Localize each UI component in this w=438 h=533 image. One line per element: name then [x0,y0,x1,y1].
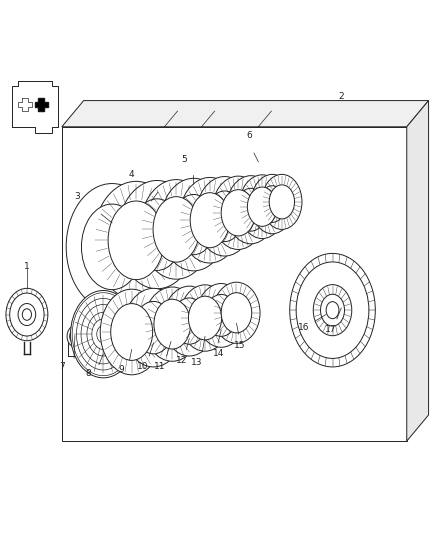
Ellipse shape [140,180,212,279]
Ellipse shape [111,304,152,360]
Ellipse shape [221,190,255,236]
Text: 9: 9 [118,365,124,374]
Ellipse shape [87,312,120,356]
Ellipse shape [134,302,173,354]
Ellipse shape [197,284,246,348]
Text: 13: 13 [191,358,203,367]
Ellipse shape [6,288,48,341]
Ellipse shape [92,319,115,350]
Polygon shape [407,101,428,441]
Ellipse shape [108,201,164,280]
Ellipse shape [190,193,230,248]
Ellipse shape [179,177,241,263]
Ellipse shape [296,262,369,358]
Ellipse shape [160,179,227,271]
Ellipse shape [239,175,286,239]
Ellipse shape [326,302,339,319]
Text: 14: 14 [213,349,225,358]
Polygon shape [62,101,428,127]
Ellipse shape [221,293,252,333]
Ellipse shape [67,326,83,347]
Ellipse shape [180,285,230,351]
Ellipse shape [10,293,44,336]
Ellipse shape [213,282,260,343]
Ellipse shape [163,286,215,356]
Polygon shape [35,98,48,111]
Text: 10: 10 [137,362,148,372]
Ellipse shape [188,296,222,340]
Ellipse shape [81,204,143,289]
Ellipse shape [93,181,179,299]
Ellipse shape [97,326,110,343]
Ellipse shape [269,185,294,219]
Text: 2: 2 [339,92,344,101]
Ellipse shape [18,303,35,326]
Text: 1: 1 [24,262,30,271]
Ellipse shape [144,287,201,361]
Text: 15: 15 [234,341,246,350]
Text: 8: 8 [85,369,91,378]
Ellipse shape [81,304,126,364]
Ellipse shape [251,174,293,234]
Text: 5: 5 [181,155,187,164]
Ellipse shape [205,294,237,336]
Ellipse shape [132,199,182,270]
Ellipse shape [262,174,302,229]
Ellipse shape [172,298,207,344]
Text: 7: 7 [59,362,65,372]
Ellipse shape [235,188,267,231]
Ellipse shape [153,197,199,262]
Ellipse shape [196,176,254,256]
Ellipse shape [72,293,134,376]
Ellipse shape [313,285,352,336]
Ellipse shape [212,176,265,249]
Ellipse shape [100,289,163,375]
Text: 11: 11 [154,362,166,372]
Text: 6: 6 [247,131,252,140]
Text: 17: 17 [325,325,336,334]
Ellipse shape [66,183,158,310]
Text: 12: 12 [176,356,187,365]
Ellipse shape [259,185,286,222]
Ellipse shape [206,191,243,241]
Ellipse shape [124,288,183,367]
Ellipse shape [226,176,276,244]
Ellipse shape [321,294,345,326]
Ellipse shape [290,253,375,367]
Ellipse shape [247,187,277,227]
Text: 16: 16 [298,323,310,332]
Ellipse shape [77,298,130,370]
Text: 3: 3 [74,192,80,201]
Ellipse shape [118,181,196,289]
Ellipse shape [172,195,215,255]
Ellipse shape [22,309,32,320]
Ellipse shape [70,329,80,343]
Ellipse shape [71,290,136,378]
Ellipse shape [154,299,191,349]
Text: 4: 4 [129,171,134,179]
